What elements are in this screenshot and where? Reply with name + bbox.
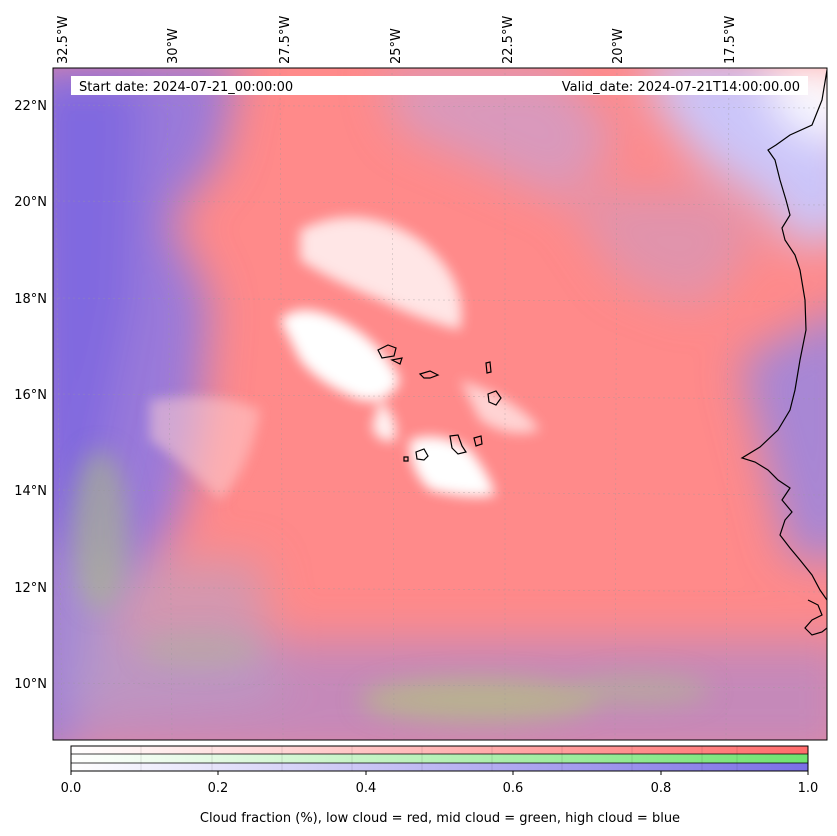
colorbar-tick-label: 0.2	[208, 781, 229, 796]
colorbar-tick-label: 0.0	[61, 781, 82, 796]
coastline	[377, 69, 827, 636]
gridlines	[53, 68, 827, 740]
colorbar-frame	[70, 745, 809, 772]
cloud-field	[53, 68, 827, 740]
colorbar-ticks	[70, 771, 809, 775]
clear-sky-regions	[150, 217, 540, 500]
lon-tick-label: 25°W	[389, 28, 404, 64]
lon-tick-labels: 32.5°W 30°W 27.5°W 25°W 22.5°W 20°W 17.5…	[56, 16, 738, 64]
colorbar-label: Cloud fraction (%), low cloud = red, mid…	[200, 811, 680, 826]
date-label-box	[71, 76, 808, 95]
lon-tick-label: 30°W	[166, 28, 181, 64]
colorbar-tick-label: 0.6	[503, 781, 524, 796]
colorbar-tick-label: 1.0	[798, 781, 819, 796]
lat-tick-label: 16°N	[14, 388, 47, 403]
lat-tick-label: 18°N	[14, 292, 47, 307]
island-santiago	[449, 434, 467, 455]
lon-tick-label: 27.5°W	[278, 16, 293, 64]
lat-tick-labels: 22°N 20°N 18°N 16°N 14°N 12°N 10°N	[14, 99, 47, 692]
lat-tick-label: 14°N	[14, 484, 47, 499]
colorbar-high-cloud	[71, 763, 808, 771]
island-santo-antao	[377, 344, 397, 359]
colorbar-mid-cloud	[71, 754, 808, 763]
colorbar-low-cloud	[71, 746, 808, 754]
colorbar-tick-label: 0.8	[651, 781, 672, 796]
lat-tick-label: 22°N	[14, 99, 47, 114]
colorbar-tick-labels: 0.0 0.2 0.4 0.6 0.8 1.0	[61, 781, 819, 796]
lat-tick-label: 12°N	[14, 581, 47, 596]
lon-tick-label: 17.5°W	[723, 16, 738, 64]
lon-tick-label: 20°W	[611, 28, 626, 64]
colorbar-tick-label: 0.4	[356, 781, 377, 796]
map-frame	[52, 67, 828, 741]
lon-tick-label: 32.5°W	[56, 16, 71, 64]
mid-cloud-regions	[72, 450, 710, 722]
lat-tick-label: 20°N	[14, 195, 47, 210]
lon-tick-label: 22.5°W	[501, 16, 516, 64]
lat-tick-label: 10°N	[14, 677, 47, 692]
valid-date-label: Valid_date: 2024-07-21T14:00:00.00	[562, 80, 800, 95]
colorbar: 0.0 0.2 0.4 0.6 0.8 1.0 Cloud fraction (…	[61, 745, 819, 826]
start-date-label: Start date: 2024-07-21_00:00:00	[79, 80, 293, 95]
colorbar-divisions	[140, 746, 738, 771]
